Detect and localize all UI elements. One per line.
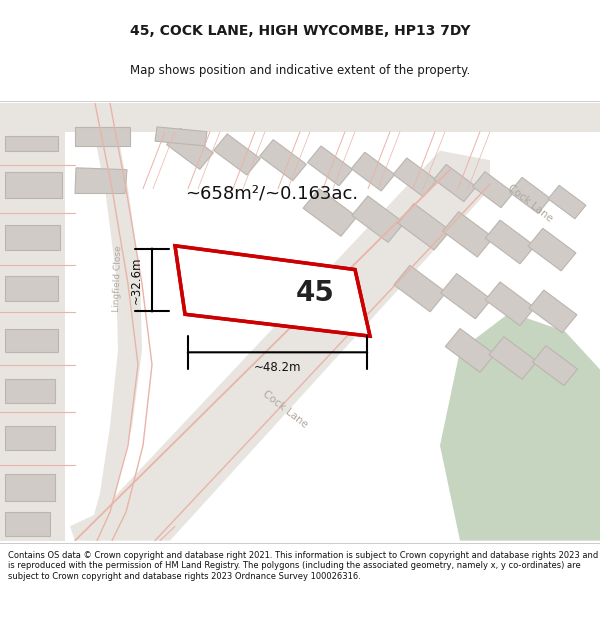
Text: Cock Lane: Cock Lane — [506, 182, 554, 224]
Text: ~32.6m: ~32.6m — [130, 256, 143, 304]
Polygon shape — [5, 474, 55, 501]
Polygon shape — [303, 189, 357, 236]
Polygon shape — [528, 228, 576, 271]
Polygon shape — [307, 146, 353, 186]
Text: Lingfield Close: Lingfield Close — [112, 246, 124, 312]
Polygon shape — [5, 512, 50, 536]
Polygon shape — [398, 204, 450, 250]
Text: ~658m²/~0.163ac.: ~658m²/~0.163ac. — [185, 184, 358, 203]
Polygon shape — [445, 329, 495, 372]
Text: Cock Lane: Cock Lane — [260, 389, 310, 430]
Text: 45, COCK LANE, HIGH WYCOMBE, HP13 7DY: 45, COCK LANE, HIGH WYCOMBE, HP13 7DY — [130, 24, 470, 38]
Polygon shape — [260, 139, 307, 181]
Text: 45: 45 — [296, 279, 334, 308]
Polygon shape — [155, 127, 207, 146]
Polygon shape — [434, 164, 476, 202]
Polygon shape — [393, 158, 437, 197]
Polygon shape — [5, 426, 55, 450]
Polygon shape — [75, 127, 130, 146]
Polygon shape — [87, 103, 142, 541]
Polygon shape — [175, 246, 370, 336]
Polygon shape — [167, 128, 214, 169]
Polygon shape — [5, 329, 58, 352]
Polygon shape — [509, 177, 550, 213]
Polygon shape — [214, 134, 260, 175]
Polygon shape — [5, 172, 62, 198]
Polygon shape — [351, 152, 395, 191]
Polygon shape — [352, 196, 404, 242]
Polygon shape — [75, 168, 127, 194]
Polygon shape — [485, 282, 535, 326]
Polygon shape — [5, 225, 60, 249]
Polygon shape — [5, 136, 58, 151]
Polygon shape — [0, 103, 65, 541]
Polygon shape — [0, 103, 600, 132]
Text: Map shows position and indicative extent of the property.: Map shows position and indicative extent… — [130, 64, 470, 77]
Polygon shape — [485, 220, 535, 264]
Polygon shape — [489, 337, 537, 379]
Polygon shape — [5, 379, 55, 402]
Polygon shape — [443, 212, 493, 257]
Polygon shape — [440, 274, 491, 319]
Polygon shape — [394, 266, 446, 312]
Polygon shape — [532, 346, 578, 386]
Polygon shape — [529, 290, 577, 332]
Polygon shape — [548, 186, 586, 219]
Text: Contains OS data © Crown copyright and database right 2021. This information is : Contains OS data © Crown copyright and d… — [8, 551, 598, 581]
Polygon shape — [440, 312, 600, 541]
Text: ~48.2m: ~48.2m — [254, 361, 301, 374]
Polygon shape — [473, 172, 514, 208]
Polygon shape — [5, 276, 58, 301]
Polygon shape — [70, 151, 490, 541]
